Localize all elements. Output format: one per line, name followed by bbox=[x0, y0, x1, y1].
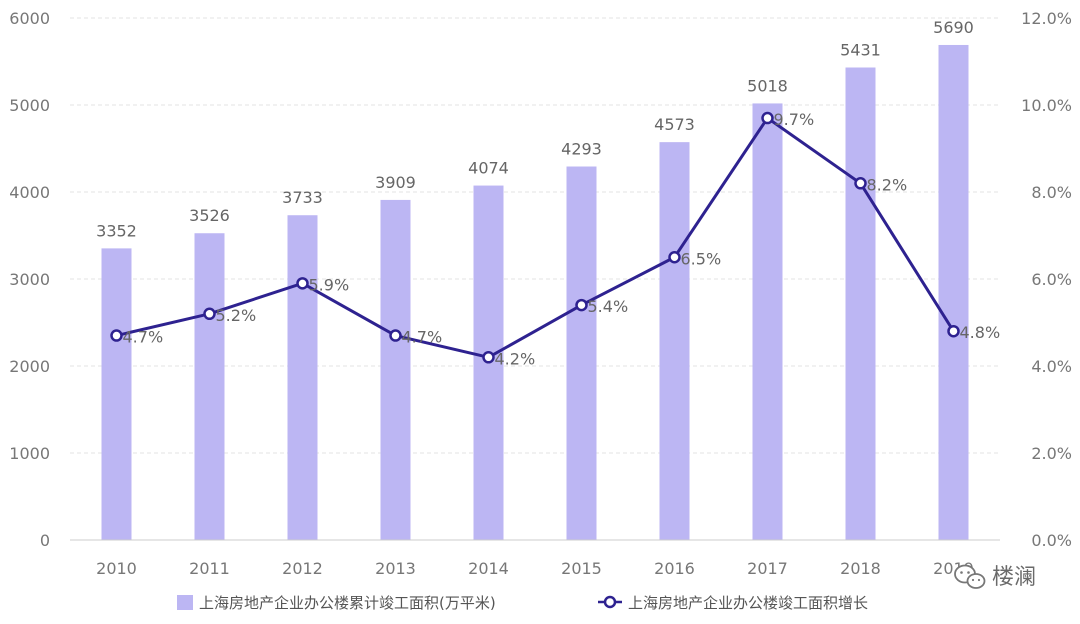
line-value-label: 5.2% bbox=[216, 306, 257, 325]
right-tick-label: 10.0% bbox=[1021, 96, 1072, 115]
line-value-label: 6.5% bbox=[681, 249, 722, 268]
line-value-label: 5.9% bbox=[309, 275, 350, 294]
bar bbox=[845, 67, 876, 541]
left-tick-label: 4000 bbox=[9, 183, 50, 202]
line-value-label: 4.7% bbox=[123, 328, 164, 347]
bar bbox=[380, 199, 411, 541]
bar-value-label: 3909 bbox=[375, 173, 416, 192]
right-tick-label: 2.0% bbox=[1031, 444, 1072, 463]
x-tick-label: 2018 bbox=[840, 559, 881, 578]
line-point bbox=[203, 307, 216, 321]
x-tick-label: 2013 bbox=[375, 559, 416, 578]
legend-bar-swatch bbox=[177, 595, 193, 610]
left-tick-label: 0 bbox=[40, 531, 50, 550]
legend-line-label: 上海房地产企业办公楼竣工面积增长 bbox=[628, 594, 868, 612]
x-tick-label: 2016 bbox=[654, 559, 695, 578]
line-value-label: 5.4% bbox=[588, 297, 629, 316]
grid-lines bbox=[70, 17, 1000, 454]
right-tick-label: 8.0% bbox=[1031, 183, 1072, 202]
line-point bbox=[389, 329, 402, 342]
line-point bbox=[854, 177, 867, 190]
right-tick-label: 0.0% bbox=[1031, 531, 1072, 550]
right-tick-label: 4.0% bbox=[1031, 357, 1072, 376]
line-path bbox=[116, 116, 955, 359]
bar-value-label: 5018 bbox=[747, 76, 788, 95]
line-point bbox=[110, 329, 123, 342]
bar-value-label: 5690 bbox=[933, 18, 974, 37]
left-tick-label: 6000 bbox=[9, 9, 50, 28]
bar bbox=[659, 142, 690, 541]
bar-value-label: 4074 bbox=[468, 159, 509, 178]
left-tick-label: 2000 bbox=[9, 357, 50, 376]
line-point bbox=[761, 111, 774, 125]
wechat-icon bbox=[954, 564, 986, 589]
line-point bbox=[947, 324, 960, 338]
left-tick-label: 5000 bbox=[9, 96, 50, 115]
bar-series bbox=[101, 44, 969, 541]
line-point bbox=[482, 351, 495, 364]
legend-bar-label: 上海房地产企业办公楼累计竣工面积(万平米) bbox=[199, 594, 496, 612]
line-point bbox=[668, 251, 681, 264]
line-value-label: 4.2% bbox=[495, 349, 536, 368]
bar bbox=[287, 215, 318, 540]
bar bbox=[938, 44, 969, 540]
bar-data-labels: 3352 3526 3733 3909 4074 4293 4573 5018 5431 5690 bbox=[96, 18, 974, 240]
watermark-text: 楼澜 bbox=[992, 565, 1036, 590]
line-point bbox=[575, 298, 588, 312]
line-value-label: 4.8% bbox=[960, 323, 1001, 342]
right-tick-label: 6.0% bbox=[1031, 270, 1072, 289]
bar-value-label: 3526 bbox=[189, 206, 230, 225]
x-tick-label: 2015 bbox=[561, 559, 602, 578]
line-data-labels: 4.7% 5.2% 5.9% 4.7% 4.2% 5.4% 6.5% 9.7% 8.2% 4.8% bbox=[123, 110, 1001, 368]
line-value-label: 4.7% bbox=[402, 328, 443, 347]
bar-value-label: 4293 bbox=[561, 140, 602, 159]
x-axis: 2010 2011 2012 2013 2014 2015 2016 2017 2018 2019 bbox=[70, 539, 1000, 578]
left-tick-label: 1000 bbox=[9, 444, 50, 463]
bar-value-label: 3352 bbox=[96, 221, 137, 240]
legend: 上海房地产企业办公楼累计竣工面积(万平米) 上海房地产企业办公楼竣工面积增长 bbox=[177, 594, 868, 612]
legend-line-marker bbox=[603, 595, 617, 609]
right-axis: 0.0% 2.0% 4.0% 6.0% 8.0% 10.0% 12.0% bbox=[1021, 9, 1072, 550]
x-tick-label: 2012 bbox=[282, 559, 323, 578]
x-tick-label: 2017 bbox=[747, 559, 788, 578]
watermark: 楼澜 bbox=[954, 564, 1036, 590]
x-tick-label: 2010 bbox=[96, 559, 137, 578]
left-axis: 0 1000 2000 3000 4000 5000 6000 bbox=[9, 9, 50, 550]
bar bbox=[752, 103, 783, 541]
bar-value-label: 4573 bbox=[654, 115, 695, 134]
line-value-label: 9.7% bbox=[774, 110, 815, 129]
bar-value-label: 3733 bbox=[282, 188, 323, 207]
bar-value-label: 5431 bbox=[840, 41, 881, 60]
bar bbox=[101, 248, 132, 540]
line-point bbox=[296, 277, 309, 290]
left-tick-label: 3000 bbox=[9, 270, 50, 289]
bar bbox=[194, 233, 225, 540]
line-value-label: 8.2% bbox=[867, 175, 908, 194]
bar bbox=[566, 166, 597, 540]
line-series bbox=[110, 111, 960, 364]
x-tick-label: 2011 bbox=[189, 559, 230, 578]
x-tick-label: 2014 bbox=[468, 559, 509, 578]
right-tick-label: 12.0% bbox=[1021, 9, 1072, 28]
